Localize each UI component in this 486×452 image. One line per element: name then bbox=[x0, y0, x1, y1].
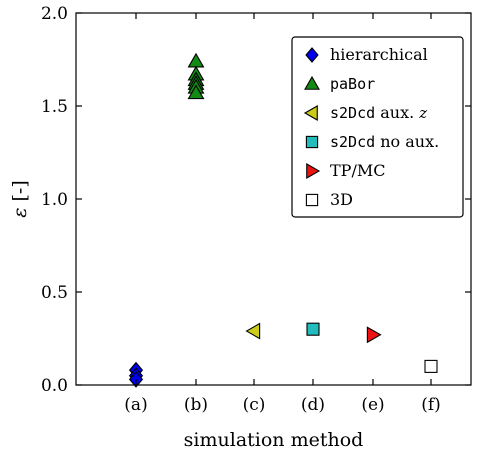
x-axis-ticks: (a) (b) (c) (d) (e) (f) bbox=[124, 13, 441, 415]
legend-marker-paBor bbox=[304, 75, 320, 90]
y-axis-unit: [-] bbox=[9, 180, 31, 207]
legend-marker-s2Dcd-noaux bbox=[305, 135, 319, 149]
legend-label-paBor: paBor bbox=[330, 75, 375, 93]
data-point-paBor bbox=[187, 52, 205, 68]
y-tick-label: 0.5 bbox=[41, 283, 68, 303]
legend-label-part: 3D bbox=[330, 190, 353, 209]
data-point-3d bbox=[424, 359, 438, 373]
legend-marker-s2Dcd-aux bbox=[303, 105, 318, 121]
legend-marker-3d bbox=[305, 193, 319, 207]
legend-label-part: aux. bbox=[375, 103, 419, 122]
x-tick-label: (f) bbox=[421, 395, 441, 415]
legend-label-part: paBor bbox=[330, 75, 375, 93]
data-marks bbox=[128, 52, 438, 388]
legend-label-part: hierarchical bbox=[330, 45, 428, 64]
data-point-s2Dcd-aux bbox=[245, 322, 261, 340]
legend-label-part: s2Dcd bbox=[330, 133, 375, 151]
y-axis-ticks: 0.0 0.5 1.0 1.5 2.0 bbox=[41, 4, 471, 396]
data-point-paBor bbox=[187, 84, 205, 100]
y-tick-label: 1.0 bbox=[41, 190, 68, 210]
x-tick-label: (b) bbox=[184, 395, 208, 415]
legend-label-hierarchical: hierarchical bbox=[330, 45, 428, 64]
legend-box bbox=[291, 36, 464, 218]
legend-label-s2Dcd-aux: s2Dcd aux. z bbox=[330, 103, 427, 122]
y-tick-label: 1.5 bbox=[41, 97, 68, 117]
data-point-tpmc bbox=[366, 326, 382, 344]
y-tick-label: 0.0 bbox=[41, 376, 68, 396]
legend-label-3d: 3D bbox=[330, 190, 353, 209]
legend-label-s2Dcd-noaux: s2Dcd no aux. bbox=[330, 132, 439, 151]
legend-label-part: TP/MC bbox=[330, 161, 385, 180]
x-axis-title: simulation method bbox=[184, 429, 364, 451]
data-point-s2Dcd-noaux bbox=[306, 322, 320, 336]
y-axis-symbol: ε bbox=[9, 208, 31, 218]
legend-marker-hierarchical bbox=[305, 47, 319, 63]
legend-label-part: s2Dcd bbox=[330, 104, 375, 122]
legend-marker-tpmc bbox=[306, 163, 321, 179]
x-tick-label: (a) bbox=[124, 395, 147, 415]
x-tick-label: (c) bbox=[243, 395, 266, 415]
x-tick-label: (e) bbox=[361, 395, 384, 415]
legend-label-part: no aux. bbox=[375, 132, 439, 151]
x-tick-label: (d) bbox=[301, 395, 325, 415]
legend-label-part: z bbox=[418, 104, 427, 122]
legend-label-tpmc: TP/MC bbox=[330, 161, 385, 180]
y-tick-label: 2.0 bbox=[41, 4, 68, 24]
y-axis-title: ε [-] bbox=[9, 180, 31, 218]
